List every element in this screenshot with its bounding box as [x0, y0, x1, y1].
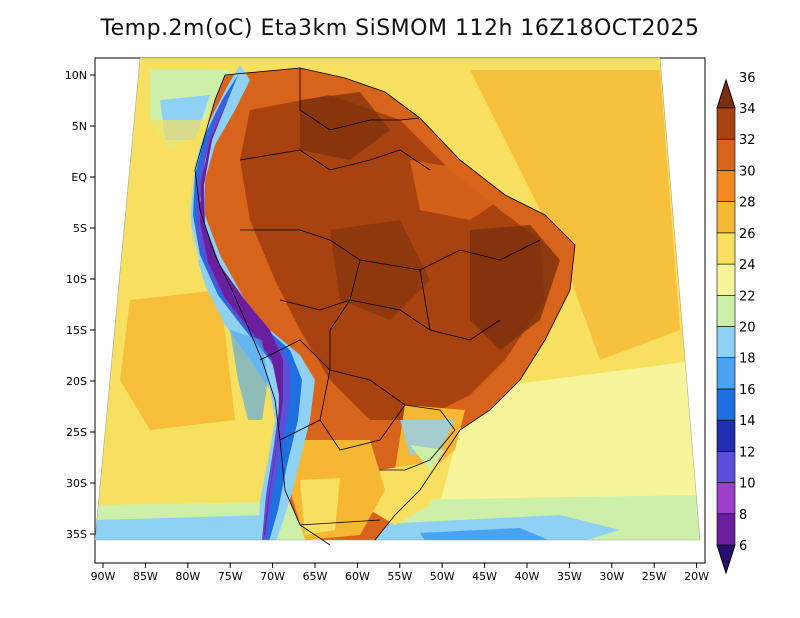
colorbar-label: 6 — [739, 539, 747, 554]
colorbar-label: 26 — [739, 227, 756, 242]
lat-label: 10S — [66, 273, 87, 286]
lat-label: 10N — [65, 69, 87, 82]
colorbar-label: 30 — [739, 164, 756, 179]
colorbar-segment — [716, 263, 736, 296]
colorbar-segment — [716, 388, 736, 421]
lon-label: 30W — [599, 570, 624, 583]
country-borders — [194, 67, 576, 546]
lat-label: 5S — [73, 222, 87, 235]
longitude-axis: 90W 85W 80W 75W 70W 65W 60W 55W 50W 45W 40W 35W 30W 2… — [91, 563, 709, 583]
colorbar-segment — [716, 482, 736, 515]
colorbar-label: 12 — [739, 445, 756, 460]
lon-label: 50W — [430, 570, 455, 583]
latitude-axis: 10N 5N EQ 5S 10S 15S 20S 25S 30S 35S — [65, 69, 95, 541]
lon-label: 70W — [260, 570, 285, 583]
colorbar: 6 8 10 12 14 16 18 20 22 24 26 28 30 32 34 36 — [716, 71, 756, 575]
colorbar-label: 14 — [739, 414, 756, 429]
lat-label: 25S — [66, 426, 87, 439]
colorbar-label: 22 — [739, 289, 756, 304]
colorbar-label: 28 — [739, 196, 756, 211]
lat-label: 20S — [66, 375, 87, 388]
colorbar-segment — [716, 357, 736, 390]
colorbar-label: 18 — [739, 352, 756, 367]
lon-label: 65W — [303, 570, 328, 583]
colorbar-segment — [716, 326, 736, 359]
colorbar-label: 36 — [739, 71, 756, 86]
lat-label: 30S — [66, 477, 87, 490]
colorbar-bottom-arrow — [716, 544, 736, 575]
lon-label: 25W — [642, 570, 667, 583]
colorbar-label: 8 — [739, 508, 747, 523]
colorbar-segment — [716, 513, 736, 546]
colorbar-segment — [716, 451, 736, 483]
colorbar-label: 10 — [739, 477, 756, 492]
lat-label: 35S — [66, 528, 87, 541]
lon-label: 85W — [133, 570, 158, 583]
colorbar-label: 34 — [739, 102, 756, 117]
lon-label: 45W — [472, 570, 497, 583]
colorbar-segment — [716, 294, 736, 327]
colorbar-top-arrow — [716, 78, 736, 109]
colorbar-segment — [716, 232, 736, 265]
lat-label: EQ — [71, 171, 87, 184]
colorbar-segment — [716, 107, 736, 140]
colorbar-segment — [716, 170, 736, 202]
lon-label: 80W — [175, 570, 200, 583]
lon-label: 35W — [557, 570, 582, 583]
lon-label: 40W — [515, 570, 540, 583]
temperature-field — [95, 58, 700, 540]
colorbar-label: 24 — [739, 258, 756, 273]
colorbar-segment — [716, 201, 736, 234]
lat-label: 15S — [66, 324, 87, 337]
colorbar-segment — [716, 419, 736, 452]
map-title: Temp.2m(oC) Eta3km SiSMOM 112h 16Z18OCT2… — [100, 16, 700, 41]
lon-label: 55W — [387, 570, 412, 583]
lon-label: 60W — [345, 570, 370, 583]
lon-label: 20W — [684, 570, 709, 583]
lat-label: 5N — [72, 120, 87, 133]
lon-label: 75W — [218, 570, 243, 583]
colorbar-label: 20 — [739, 321, 756, 336]
lon-label: 90W — [91, 570, 116, 583]
colorbar-label: 32 — [739, 133, 756, 148]
colorbar-segment — [716, 138, 736, 171]
colorbar-label: 16 — [739, 383, 756, 398]
